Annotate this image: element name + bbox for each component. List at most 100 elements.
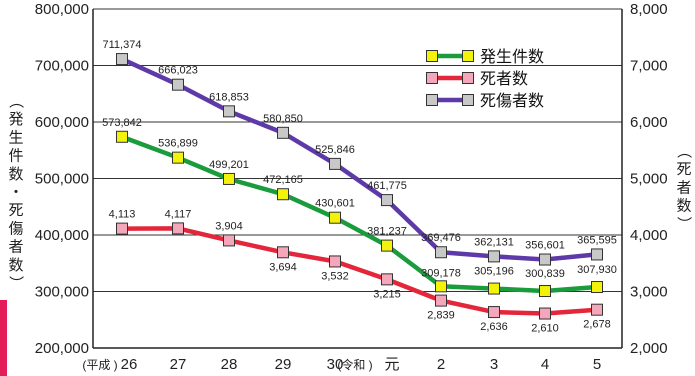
data-point (436, 247, 447, 258)
data-label: 2,636 (480, 321, 508, 333)
left-tick-label: 400,000 (35, 227, 89, 244)
left-axis-title: 発 (8, 111, 23, 128)
right-tick-label: 7,000 (630, 58, 668, 75)
data-label: 4,117 (165, 208, 192, 220)
left-axis-title: 件 (8, 148, 23, 165)
data-point (382, 195, 393, 206)
data-point (489, 283, 500, 294)
right-axis-title: （ (675, 143, 692, 158)
data-label: 369,476 (421, 232, 461, 244)
data-label: 309,178 (421, 267, 461, 279)
data-label: 365,595 (577, 234, 617, 246)
data-label: 580,850 (263, 113, 303, 125)
right-tick-label: 3,000 (630, 284, 668, 301)
legend-marker (463, 95, 474, 106)
left-axis-ticks: 200,000 300,000 400,000 500,000 600,000 700,0… (35, 1, 89, 357)
x-tick-label: 26 (121, 356, 138, 373)
data-label: 300,839 (525, 268, 565, 280)
right-tick-label: 2,000 (630, 340, 668, 357)
data-point (224, 106, 235, 117)
data-point (117, 223, 128, 234)
x-tick-label: 5 (593, 356, 601, 373)
data-point (382, 240, 393, 251)
legend-label: 死傷者数 (480, 92, 544, 110)
data-point (489, 251, 500, 262)
data-point (489, 307, 500, 318)
legend-label: 死者数 (480, 70, 528, 88)
x-axis-ticks: (平成 ) 26 27 28 29 30 2 3 4 5 (令和 ) 元 (82, 356, 601, 373)
x-tick-label: 29 (275, 356, 292, 373)
data-label: 381,237 (367, 226, 407, 238)
left-axis-title: （ (7, 93, 24, 108)
data-point (592, 249, 603, 260)
left-axis-title: 傷 (8, 220, 23, 237)
data-label: 356,601 (525, 240, 565, 252)
left-axis-title: ・ (8, 184, 23, 201)
right-axis-ticks: 2,000 3,000 4,000 5,000 6,000 7,000 8,000 (630, 1, 668, 357)
data-point (540, 308, 551, 319)
left-tick-label: 600,000 (35, 114, 89, 131)
right-tick-label: 8,000 (630, 1, 668, 18)
left-tick-label: 300,000 (35, 284, 89, 301)
data-label: 499,201 (209, 159, 249, 171)
data-label: 3,694 (269, 261, 297, 273)
data-label: 430,601 (315, 198, 355, 210)
data-point (278, 247, 289, 258)
data-point (330, 256, 341, 267)
data-point (436, 281, 447, 292)
right-axis-title: 数 (676, 198, 691, 215)
data-label: 4,113 (109, 209, 136, 221)
data-point (117, 54, 128, 65)
left-tick-label: 200,000 (35, 340, 89, 357)
data-label: 2,839 (427, 310, 455, 322)
data-point (173, 223, 184, 234)
legend-marker (427, 73, 438, 84)
data-label: 307,930 (577, 264, 617, 276)
left-tick-label: 500,000 (35, 171, 89, 188)
era-label-reiwa: (令和 ) (337, 357, 372, 372)
data-label: 362,131 (474, 236, 514, 248)
data-point (173, 79, 184, 90)
data-point (592, 282, 603, 293)
data-label: 2,678 (583, 319, 611, 331)
data-label: 472,165 (263, 174, 303, 186)
data-label: 3,215 (373, 288, 401, 300)
right-tick-label: 6,000 (630, 114, 668, 131)
right-tick-label: 5,000 (630, 171, 668, 188)
data-point (540, 286, 551, 297)
left-axis-title: 数 (8, 257, 23, 274)
x-tick-label: 27 (170, 356, 187, 373)
x-tick-label: 2 (437, 356, 445, 373)
data-label: 618,853 (209, 91, 249, 103)
left-axis-title: 者 (8, 239, 23, 256)
data-point (278, 189, 289, 200)
data-point (330, 212, 341, 223)
data-label: 3,904 (215, 220, 243, 232)
left-axis-title: ） (7, 275, 24, 290)
legend-marker (427, 51, 438, 62)
data-label: 305,196 (474, 266, 514, 278)
data-label: 666,023 (158, 65, 198, 77)
x-tick-label: 元 (384, 356, 399, 373)
data-point (224, 173, 235, 184)
legend-marker (427, 95, 438, 106)
left-tick-label: 700,000 (35, 58, 89, 75)
data-point (278, 127, 289, 138)
data-label: 3,532 (321, 270, 349, 282)
data-point (540, 254, 551, 265)
data-point (382, 274, 393, 285)
data-point (592, 304, 603, 315)
right-axis-title: 者 (676, 179, 691, 196)
data-point (436, 295, 447, 306)
data-point (330, 158, 341, 169)
legend-marker (463, 73, 474, 84)
data-point (173, 152, 184, 163)
legend-marker (463, 51, 474, 62)
data-label: 573,842 (102, 117, 142, 129)
right-tick-label: 4,000 (630, 227, 668, 244)
era-label-heisei: (平成 ) (82, 358, 117, 372)
left-axis-title: 数 (8, 166, 23, 183)
left-axis-title: 生 (8, 129, 23, 146)
